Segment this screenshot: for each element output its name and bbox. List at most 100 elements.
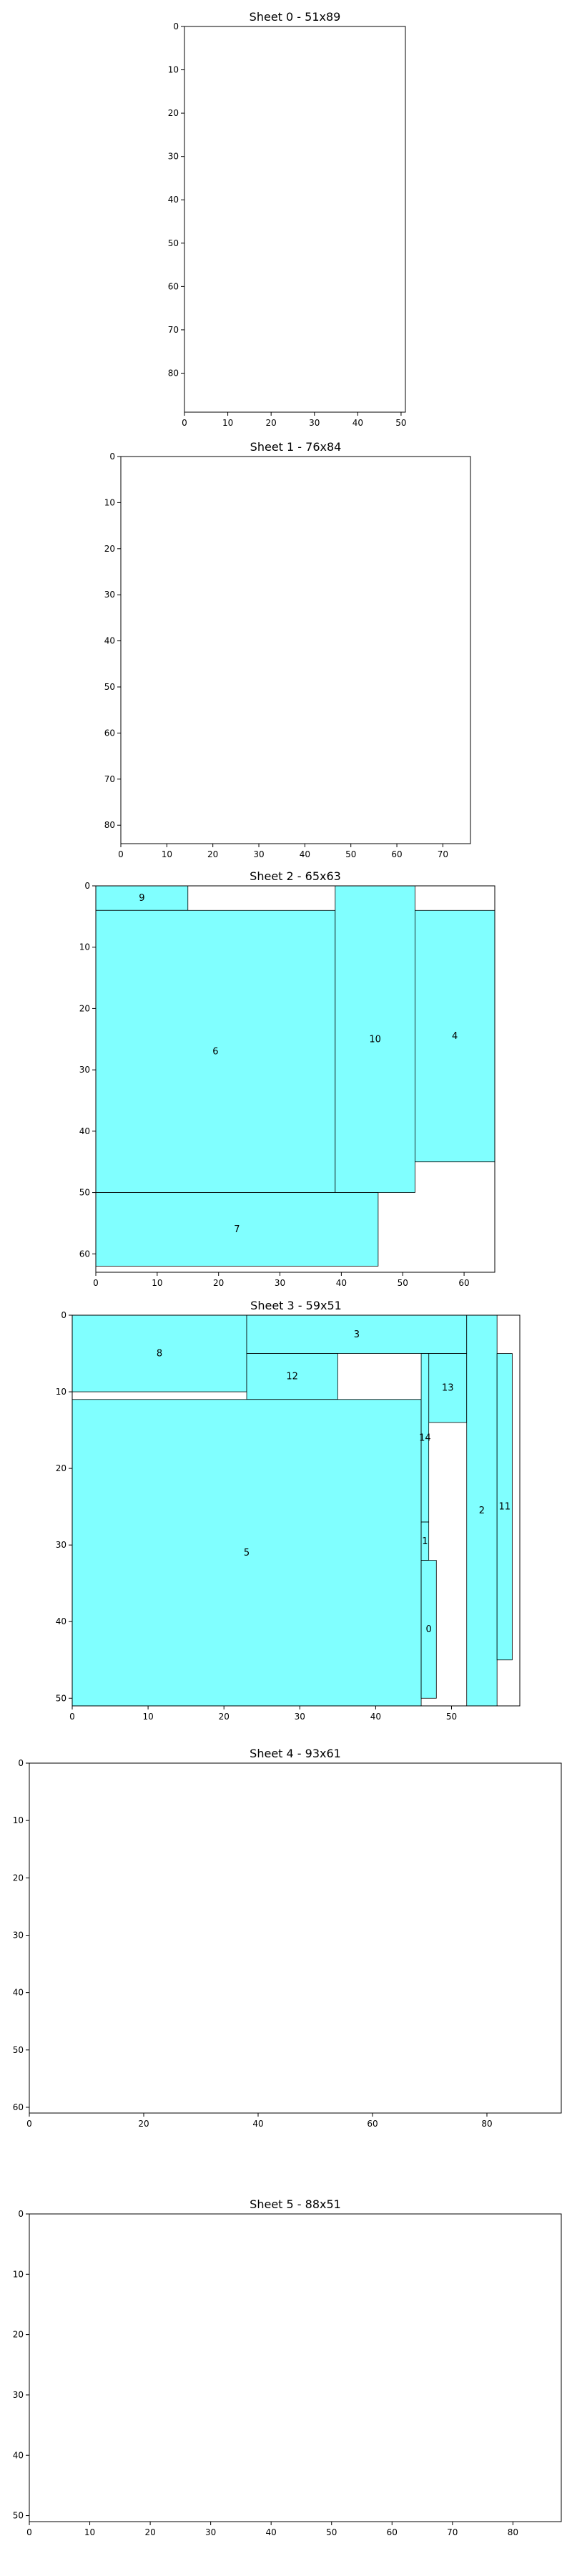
y-tick-label: 20: [56, 1463, 66, 1473]
y-tick-label: 50: [13, 2045, 24, 2055]
piece-label: 1: [422, 1536, 428, 1547]
piece-label: 14: [419, 1433, 431, 1443]
y-tick-label: 0: [18, 2209, 24, 2219]
x-tick-label: 40: [266, 2527, 277, 2537]
x-tick-label: 20: [266, 418, 277, 428]
y-tick-label: 20: [13, 1873, 24, 1883]
sheet-frame: [184, 26, 406, 413]
sheet-5: Sheet 5 - 88x51 0 10 20 30 40 50 60 70 80 0 10 20 30 4…: [13, 2197, 562, 2537]
piece-rect-5: [72, 1399, 422, 1707]
x-tick-label: 60: [391, 849, 402, 859]
x-tick-label: 30: [309, 418, 320, 428]
piece-label: 11: [499, 1502, 511, 1513]
piece-label: 6: [212, 1046, 218, 1057]
y-tick-label: 30: [13, 1930, 24, 1940]
piece-rect-0: [420, 1560, 437, 1699]
y-tick-label: 30: [79, 1065, 90, 1075]
piece-rect-8: [72, 1314, 247, 1392]
x-tick-label: 0: [26, 2527, 32, 2537]
piece-rect-9: [95, 885, 189, 911]
piece-label: 10: [369, 1034, 381, 1045]
x-tick-label: 20: [213, 1278, 224, 1288]
y-tick-label: 0: [109, 452, 115, 462]
y-tick-label: 10: [79, 942, 90, 952]
x-tick-label: 70: [447, 2527, 458, 2537]
x-tick-label: 60: [458, 1278, 469, 1288]
x-tick-label: 20: [144, 2527, 155, 2537]
y-tick-label: 40: [168, 195, 179, 205]
x-tick-label: 80: [481, 2119, 492, 2129]
x-tick-label: 60: [367, 2119, 378, 2129]
y-tick-label: 10: [13, 2269, 24, 2279]
piece-label: 13: [442, 1383, 454, 1394]
piece-label: 3: [354, 1330, 360, 1340]
sheet-0: Sheet 0 - 51x89 0 10 20 30 40 50 0 10 20 30 40 50 60 7…: [168, 10, 407, 428]
sheet-title: Sheet 2 - 65x63: [250, 869, 341, 883]
x-tick-label: 50: [398, 1278, 408, 1288]
piece-rect-12: [246, 1353, 338, 1400]
x-tick-label: 40: [336, 1278, 347, 1288]
y-tick-label: 10: [104, 497, 115, 507]
piece-rect-4: [415, 909, 495, 1163]
sheet-title: Sheet 3 - 59x51: [250, 1299, 342, 1312]
piece-rect-11: [496, 1353, 513, 1661]
sheet-4: Sheet 4 - 93x61 0 20 40 60 80 0 10 20 30 40 50 60: [13, 1747, 562, 2129]
x-tick-label: 10: [142, 1712, 153, 1722]
piece-label: 9: [139, 893, 144, 904]
sheet-2: Sheet 2 - 65x63 9 6 10 4 7 0 10 20 30 40 50 60 0 10 20 3…: [79, 869, 495, 1288]
piece-label: 7: [234, 1224, 240, 1235]
piece-rect-2: [466, 1314, 498, 1707]
y-tick-label: 20: [79, 1003, 90, 1013]
sheet-1: Sheet 1 - 76x84 0 10 20 30 40 50 60 70 0 10 20 30 40 5…: [104, 440, 471, 859]
piece-label: 8: [157, 1349, 162, 1360]
sheet-title: Sheet 4 - 93x61: [250, 1747, 341, 1760]
y-tick-label: 60: [168, 281, 179, 291]
x-tick-label: 30: [295, 1712, 305, 1722]
y-tick-label: 60: [13, 2102, 24, 2112]
x-tick-label: 20: [138, 2119, 149, 2129]
y-tick-label: 40: [13, 2450, 24, 2460]
piece-rect-6: [95, 909, 336, 1193]
sheet-title: Sheet 1 - 76x84: [250, 440, 342, 454]
x-tick-label: 50: [446, 1712, 457, 1722]
x-tick-label: 0: [93, 1278, 99, 1288]
sheet-title: Sheet 0 - 51x89: [250, 10, 341, 24]
x-tick-label: 40: [370, 1712, 381, 1722]
x-tick-label: 10: [222, 418, 233, 428]
y-tick-label: 20: [104, 544, 115, 554]
y-tick-label: 10: [168, 65, 179, 75]
sheet-frame: [120, 456, 471, 844]
x-tick-label: 50: [326, 2527, 337, 2537]
piece-rect-7: [95, 1192, 379, 1267]
x-tick-label: 60: [387, 2527, 398, 2537]
x-tick-label: 30: [205, 2527, 216, 2537]
y-tick-label: 0: [84, 881, 90, 891]
piece-label: 4: [452, 1031, 458, 1042]
y-tick-label: 0: [173, 21, 179, 31]
y-tick-label: 30: [56, 1540, 66, 1550]
sheet-frame: [29, 2213, 562, 2522]
y-tick-label: 10: [56, 1387, 66, 1397]
sheet-title: Sheet 5 - 88x51: [250, 2197, 341, 2211]
y-tick-label: 70: [168, 325, 179, 335]
x-tick-label: 10: [152, 1278, 162, 1288]
y-tick-label: 70: [104, 774, 115, 784]
piece-label: 12: [286, 1372, 298, 1382]
y-tick-label: 40: [104, 636, 115, 646]
y-tick-label: 30: [13, 2390, 24, 2400]
x-tick-label: 50: [395, 418, 406, 428]
y-tick-label: 30: [104, 590, 115, 600]
x-tick-label: 40: [252, 2119, 263, 2129]
piece-rect-13: [428, 1353, 468, 1423]
x-tick-label: 0: [182, 418, 187, 428]
y-tick-label: 20: [13, 2330, 24, 2340]
y-tick-label: 50: [79, 1188, 90, 1198]
y-tick-label: 0: [61, 1310, 66, 1320]
y-tick-label: 80: [104, 820, 115, 830]
piece-label: 2: [479, 1506, 485, 1516]
y-tick-label: 50: [168, 238, 179, 248]
sheet-frame: [95, 885, 495, 1273]
y-tick-label: 50: [104, 682, 115, 692]
x-tick-label: 0: [26, 2119, 32, 2129]
